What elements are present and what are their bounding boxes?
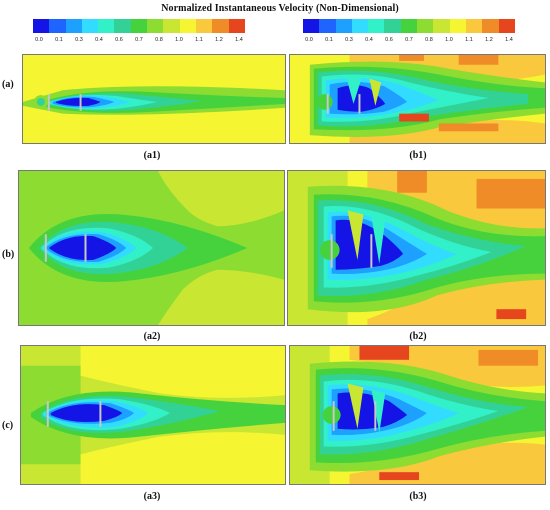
colorbar-right-ticks: 0.0 0.1 0.3 0.4 0.6 0.7 0.8 1.0 1.1 1.2 1.4 bbox=[303, 37, 515, 47]
colorbar-left-ticks: 0.0 0.1 0.3 0.4 0.6 0.7 0.8 1.0 1.1 1.2 1.4 bbox=[33, 37, 245, 47]
colorbar-segment bbox=[228, 19, 245, 33]
colorbar-segment bbox=[400, 19, 418, 33]
colorbar-tick-label: 0.7 bbox=[135, 37, 143, 43]
colorbar-segment bbox=[384, 19, 401, 33]
colorbar-tick-label: 1.1 bbox=[465, 37, 473, 43]
colorbar-segment bbox=[195, 19, 213, 33]
colorbar-segment bbox=[498, 19, 515, 33]
colorbar-right bbox=[303, 19, 515, 33]
colorbar-tick-label: 1.0 bbox=[175, 37, 183, 43]
colorbar-segment bbox=[114, 19, 131, 33]
caption-b2: (b2) bbox=[409, 331, 427, 342]
colorbar-segment bbox=[482, 19, 499, 33]
colorbar-tick-label: 0.3 bbox=[75, 37, 83, 43]
colorbar-tick-label: 0.4 bbox=[95, 37, 103, 43]
caption-a2: (a2) bbox=[143, 331, 161, 342]
colorbar-left bbox=[33, 19, 245, 33]
colorbar-tick-label: 0.7 bbox=[405, 37, 413, 43]
colorbar-tick-label: 0.4 bbox=[365, 37, 373, 43]
colorbar-segment bbox=[65, 19, 82, 33]
colorbar-tick-label: 1.4 bbox=[505, 37, 513, 43]
colorbar-tick-label: 0.1 bbox=[325, 37, 333, 43]
colorbar-tick-label: 0.6 bbox=[385, 37, 393, 43]
colorbar-tick-label: 1.2 bbox=[215, 37, 223, 43]
caption-a1: (a1) bbox=[143, 150, 161, 161]
colorbar-segment bbox=[81, 19, 99, 33]
colorbar-segment bbox=[33, 19, 50, 33]
colorbar-tick-label: 0.0 bbox=[305, 37, 313, 43]
colorbar-segment bbox=[335, 19, 352, 33]
colorbar-segment bbox=[433, 19, 450, 33]
panel-b3 bbox=[289, 345, 546, 485]
colorbar-tick-label: 0.0 bbox=[35, 37, 43, 43]
colorbar-segment bbox=[368, 19, 385, 33]
colorbar-segment bbox=[147, 19, 164, 33]
colorbar-tick-label: 0.3 bbox=[345, 37, 353, 43]
colorbar-segment bbox=[179, 19, 196, 33]
colorbar-tick-label: 1.2 bbox=[485, 37, 493, 43]
panel-a2 bbox=[18, 170, 285, 326]
caption-a3: (a3) bbox=[143, 491, 161, 502]
colorbar-tick-label: 0.8 bbox=[425, 37, 433, 43]
colorbar-segment bbox=[351, 19, 369, 33]
panel-a1 bbox=[22, 54, 286, 144]
colorbar-segment bbox=[417, 19, 434, 33]
panel-b2 bbox=[287, 170, 546, 326]
colorbar-segment bbox=[163, 19, 180, 33]
caption-b1: (b1) bbox=[409, 150, 427, 161]
colorbar-segment bbox=[319, 19, 336, 33]
colorbar-segment bbox=[449, 19, 466, 33]
colorbar-tick-label: 1.4 bbox=[235, 37, 243, 43]
colorbar-segment bbox=[212, 19, 229, 33]
row-label-b: (b) bbox=[2, 249, 15, 260]
colorbar-tick-label: 0.6 bbox=[115, 37, 123, 43]
colorbar-tick-label: 0.1 bbox=[55, 37, 63, 43]
colorbar-segment bbox=[98, 19, 115, 33]
row-label-c: (c) bbox=[2, 420, 14, 431]
colorbar-tick-label: 0.8 bbox=[155, 37, 163, 43]
figure-title: Normalized Instantaneous Velocity (Non-D… bbox=[161, 3, 399, 14]
caption-b3: (b3) bbox=[409, 491, 427, 502]
panel-b1 bbox=[289, 54, 546, 144]
colorbar-tick-label: 1.1 bbox=[195, 37, 203, 43]
row-label-a: (a) bbox=[2, 79, 14, 90]
colorbar-segment bbox=[465, 19, 483, 33]
colorbar-segment bbox=[130, 19, 148, 33]
colorbar-tick-label: 1.0 bbox=[445, 37, 453, 43]
panel-a3 bbox=[20, 345, 286, 485]
colorbar-segment bbox=[303, 19, 320, 33]
colorbar-segment bbox=[49, 19, 66, 33]
